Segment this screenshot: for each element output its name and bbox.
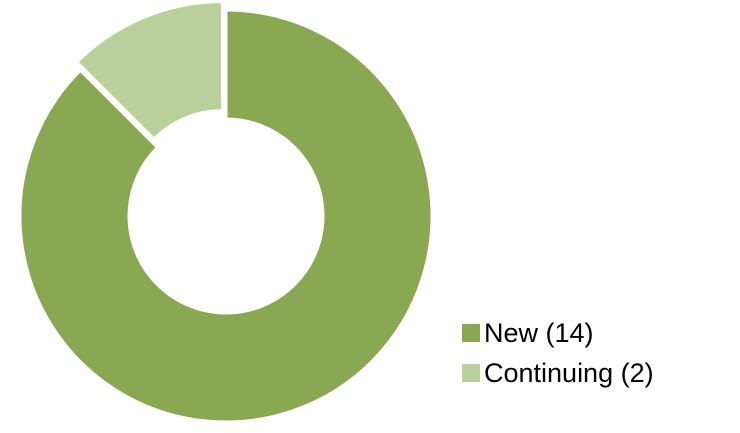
legend: New (14) Continuing (2) bbox=[462, 313, 654, 393]
legend-swatch-continuing bbox=[462, 364, 480, 382]
legend-swatch-new bbox=[462, 324, 480, 342]
legend-label-continuing: Continuing (2) bbox=[484, 357, 654, 388]
legend-item-new: New (14) bbox=[462, 313, 654, 353]
slice-continuing bbox=[75, 0, 225, 141]
slice-new bbox=[18, 8, 434, 424]
legend-item-continuing: Continuing (2) bbox=[462, 353, 654, 393]
legend-label-new: New (14) bbox=[484, 317, 594, 348]
donut-slices bbox=[18, 0, 434, 424]
